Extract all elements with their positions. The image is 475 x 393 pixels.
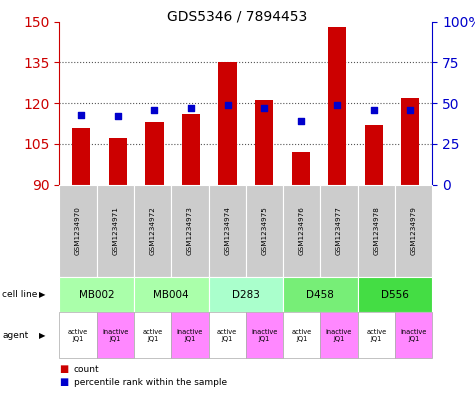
Text: ▶: ▶ bbox=[39, 290, 46, 299]
Text: D458: D458 bbox=[306, 290, 334, 300]
Text: active
JQ1: active JQ1 bbox=[142, 329, 163, 342]
Point bbox=[407, 107, 414, 113]
Text: active
JQ1: active JQ1 bbox=[68, 329, 88, 342]
Text: percentile rank within the sample: percentile rank within the sample bbox=[74, 378, 227, 387]
Bar bbox=[109, 138, 127, 185]
Bar bbox=[328, 27, 346, 185]
Text: inactive
JQ1: inactive JQ1 bbox=[177, 329, 203, 342]
Text: MB004: MB004 bbox=[153, 290, 189, 300]
Text: active
JQ1: active JQ1 bbox=[366, 329, 387, 342]
Text: active
JQ1: active JQ1 bbox=[292, 329, 312, 342]
Text: inactive
JQ1: inactive JQ1 bbox=[326, 329, 352, 342]
Bar bbox=[365, 125, 383, 185]
Text: GSM1234971: GSM1234971 bbox=[112, 206, 118, 255]
Bar bbox=[182, 114, 200, 185]
Text: inactive
JQ1: inactive JQ1 bbox=[251, 329, 278, 342]
Text: GSM1234979: GSM1234979 bbox=[410, 206, 417, 255]
Text: GSM1234972: GSM1234972 bbox=[150, 206, 156, 255]
Text: GSM1234973: GSM1234973 bbox=[187, 206, 193, 255]
Text: ▶: ▶ bbox=[39, 331, 46, 340]
Text: inactive
JQ1: inactive JQ1 bbox=[400, 329, 427, 342]
Text: GSM1234970: GSM1234970 bbox=[75, 206, 81, 255]
Point bbox=[224, 102, 231, 108]
Text: GSM1234974: GSM1234974 bbox=[224, 206, 230, 255]
Point bbox=[297, 118, 304, 124]
Text: MB002: MB002 bbox=[79, 290, 114, 300]
Text: count: count bbox=[74, 365, 99, 374]
Bar bbox=[218, 62, 237, 185]
Bar bbox=[72, 128, 90, 185]
Point bbox=[260, 105, 268, 111]
Text: active
JQ1: active JQ1 bbox=[217, 329, 238, 342]
Text: GDS5346 / 7894453: GDS5346 / 7894453 bbox=[167, 10, 308, 24]
Text: GSM1234976: GSM1234976 bbox=[299, 206, 305, 255]
Text: GSM1234977: GSM1234977 bbox=[336, 206, 342, 255]
Bar bbox=[255, 101, 273, 185]
Point bbox=[77, 112, 85, 118]
Text: cell line: cell line bbox=[2, 290, 38, 299]
Text: ■: ■ bbox=[59, 377, 68, 387]
Text: GSM1234978: GSM1234978 bbox=[373, 206, 380, 255]
Point bbox=[370, 107, 378, 113]
Text: D283: D283 bbox=[232, 290, 260, 300]
Text: inactive
JQ1: inactive JQ1 bbox=[102, 329, 129, 342]
Text: agent: agent bbox=[2, 331, 28, 340]
Bar bbox=[292, 152, 310, 185]
Point bbox=[151, 107, 158, 113]
Text: D556: D556 bbox=[381, 290, 409, 300]
Bar bbox=[145, 122, 163, 185]
Point bbox=[187, 105, 195, 111]
Bar bbox=[401, 98, 419, 185]
Point bbox=[114, 113, 122, 119]
Point bbox=[333, 102, 341, 108]
Text: ■: ■ bbox=[59, 364, 68, 375]
Text: GSM1234975: GSM1234975 bbox=[261, 206, 267, 255]
